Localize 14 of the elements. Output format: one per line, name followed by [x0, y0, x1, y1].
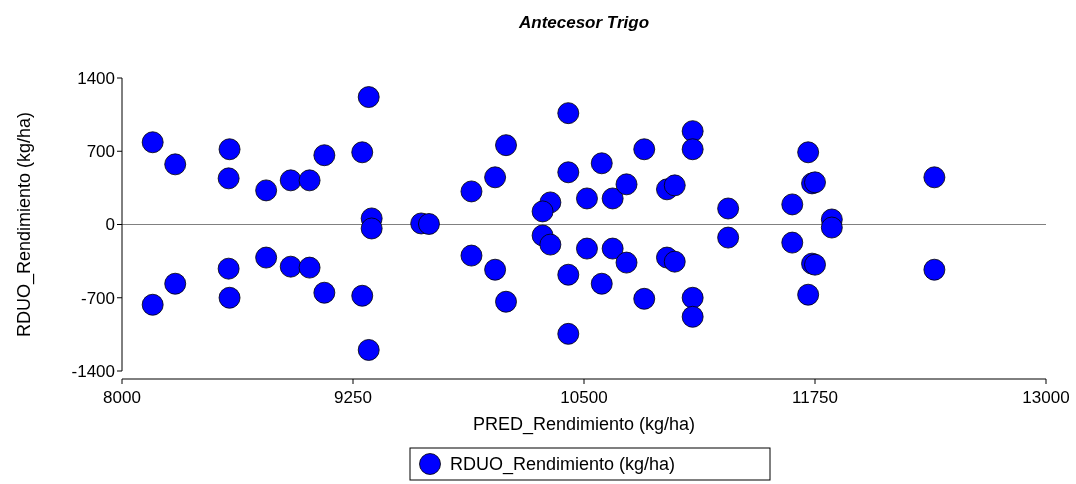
legend-label: RDUO_Rendimiento (kg/ha) — [450, 454, 676, 476]
y-tick-label: 0 — [105, 215, 115, 235]
x-tick-label: 10500 — [560, 388, 608, 407]
x-tick-label: 13000 — [1022, 388, 1070, 407]
x-tick-label: 9250 — [334, 388, 372, 407]
x-tick-label: 8000 — [103, 388, 141, 407]
x-tick-label: 11750 — [791, 388, 839, 407]
y-tick-label: 700 — [86, 142, 115, 162]
y-axis-title: RDUO_Rendimiento (kg/ha) — [14, 111, 35, 338]
y-tick-label: 1400 — [77, 68, 115, 88]
y-tick-label: -700 — [80, 288, 115, 308]
y-tick-label: -1400 — [71, 361, 115, 381]
x-axis-title: PRED_Rendimiento (kg/ha) — [472, 414, 696, 435]
chart-title: Antecesor Trigo — [517, 13, 650, 32]
